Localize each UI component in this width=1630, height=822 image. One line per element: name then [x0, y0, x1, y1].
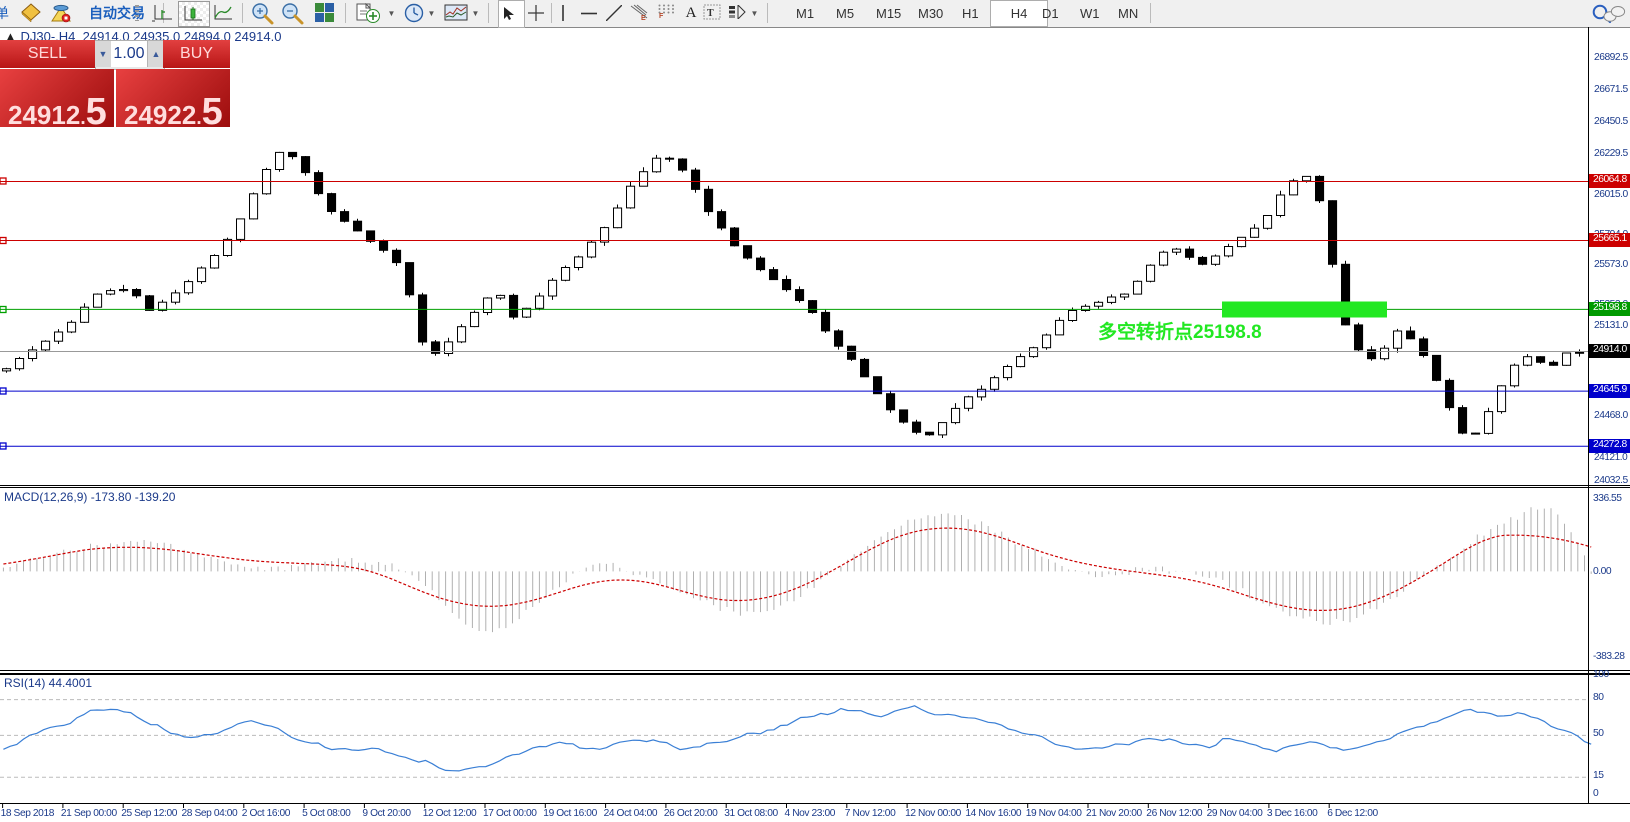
svg-text:E: E: [641, 15, 646, 20]
svg-text:多空转折点25198.8: 多空转折点25198.8: [1098, 320, 1262, 343]
svg-text:F: F: [659, 13, 664, 18]
svg-text:T: T: [707, 8, 714, 19]
